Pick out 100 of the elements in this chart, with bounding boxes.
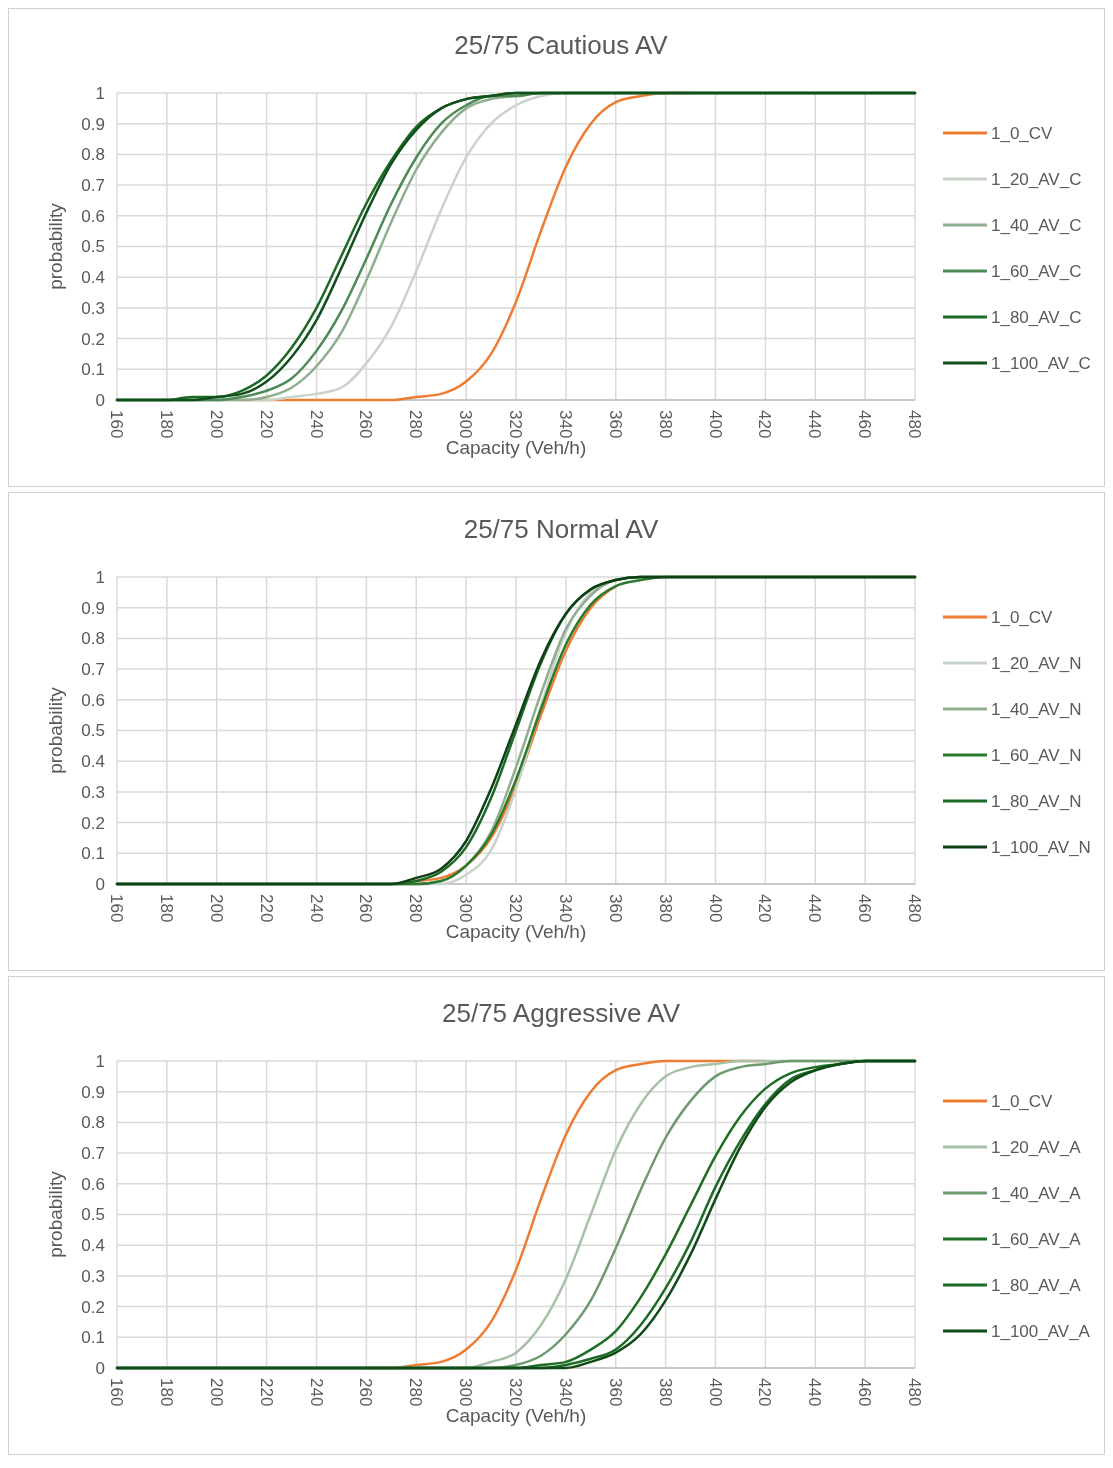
y-tick-label: 0.6 <box>81 206 105 226</box>
y-tick-label: 0 <box>95 874 105 894</box>
legend-label: 1_0_CV <box>991 1091 1054 1111</box>
legend-label: 1_60_AV_A <box>991 1229 1082 1249</box>
x-tick-label: 300 <box>456 894 476 923</box>
y-tick-label: 0.3 <box>81 298 105 318</box>
x-tick-label: 460 <box>855 1378 875 1407</box>
x-tick-label: 160 <box>107 894 127 923</box>
y-tick-label: 0.4 <box>81 268 105 288</box>
x-tick-label: 480 <box>905 894 925 923</box>
legend-label: 1_20_AV_C <box>991 169 1082 189</box>
x-tick-label: 260 <box>356 894 376 923</box>
y-tick-label: 0.8 <box>81 145 105 165</box>
legend-label: 1_40_AV_C <box>991 215 1082 235</box>
y-tick-label: 0 <box>95 390 105 410</box>
legend-label: 1_100_AV_C <box>991 353 1091 373</box>
x-tick-label: 240 <box>306 1378 326 1407</box>
y-tick-label: 1 <box>95 83 105 103</box>
x-tick-label: 220 <box>256 1378 276 1407</box>
x-tick-label: 200 <box>206 1378 226 1407</box>
y-tick-label: 0.7 <box>81 176 105 196</box>
x-tick-label: 240 <box>306 894 326 923</box>
x-tick-label: 480 <box>905 410 925 439</box>
y-tick-label: 0.8 <box>81 629 105 649</box>
x-tick-label: 400 <box>705 894 725 923</box>
x-tick-label: 320 <box>506 1378 526 1407</box>
x-tick-label: 460 <box>855 894 875 923</box>
x-tick-label: 360 <box>605 410 625 439</box>
x-tick-label: 380 <box>655 1378 675 1407</box>
y-tick-label: 0.6 <box>81 1174 105 1194</box>
x-tick-label: 260 <box>356 1378 376 1407</box>
x-tick-label: 280 <box>406 410 426 439</box>
y-tick-label: 0.2 <box>81 1297 105 1317</box>
y-tick-label: 1 <box>95 1051 105 1071</box>
legend-label: 1_80_AV_N <box>991 791 1082 811</box>
y-tick-label: 0.1 <box>81 844 105 864</box>
y-tick-label: 0.5 <box>81 721 105 741</box>
x-tick-label: 440 <box>805 1378 825 1407</box>
legend-label: 1_100_AV_A <box>991 1321 1091 1341</box>
y-tick-label: 0.2 <box>81 329 105 349</box>
y-axis-title: probability <box>45 1170 66 1258</box>
legend-label: 1_60_AV_C <box>991 261 1082 281</box>
x-tick-label: 200 <box>206 410 226 439</box>
chart-title: 25/75 Aggressive AV <box>441 998 681 1028</box>
x-tick-label: 400 <box>705 410 725 439</box>
y-tick-label: 0.9 <box>81 1082 105 1102</box>
legend-label: 1_20_AV_N <box>991 653 1082 673</box>
x-tick-label: 420 <box>755 894 775 923</box>
x-tick-label: 360 <box>605 894 625 923</box>
x-tick-label: 380 <box>655 410 675 439</box>
x-tick-label: 240 <box>306 410 326 439</box>
y-tick-label: 0.5 <box>81 1205 105 1225</box>
y-tick-label: 0.4 <box>81 752 105 772</box>
x-tick-label: 420 <box>755 410 775 439</box>
y-tick-label: 0.7 <box>81 660 105 680</box>
x-axis-title: Capacity (Veh/h) <box>445 921 587 942</box>
x-tick-label: 180 <box>156 1378 176 1407</box>
x-tick-label: 340 <box>555 410 575 439</box>
x-tick-label: 160 <box>107 1378 127 1407</box>
y-tick-label: 0.7 <box>81 1144 105 1164</box>
y-tick-label: 0.4 <box>81 1236 105 1256</box>
legend-label: 1_0_CV <box>991 123 1054 143</box>
y-tick-label: 0.8 <box>81 1113 105 1133</box>
x-tick-label: 160 <box>107 410 127 439</box>
x-axis-title: Capacity (Veh/h) <box>445 437 587 458</box>
x-tick-label: 420 <box>755 1378 775 1407</box>
x-tick-label: 220 <box>256 410 276 439</box>
x-tick-label: 260 <box>356 410 376 439</box>
y-tick-label: 1 <box>95 567 105 587</box>
x-tick-label: 200 <box>206 894 226 923</box>
x-tick-label: 300 <box>456 410 476 439</box>
x-tick-label: 300 <box>456 1378 476 1407</box>
x-tick-label: 340 <box>555 894 575 923</box>
x-tick-label: 460 <box>855 410 875 439</box>
x-tick-label: 400 <box>705 1378 725 1407</box>
legend-label: 1_40_AV_A <box>991 1183 1082 1203</box>
x-tick-label: 280 <box>406 894 426 923</box>
legend-label: 1_40_AV_N <box>991 699 1082 719</box>
y-tick-label: 0.2 <box>81 813 105 833</box>
legend-label: 1_80_AV_C <box>991 307 1082 327</box>
x-tick-label: 360 <box>605 1378 625 1407</box>
x-tick-label: 340 <box>555 1378 575 1407</box>
y-tick-label: 0 <box>95 1358 105 1378</box>
chart-title: 25/75 Cautious AV <box>454 30 669 60</box>
y-axis-title: probability <box>45 686 66 774</box>
y-tick-label: 0.6 <box>81 690 105 710</box>
legend-label: 1_100_AV_N <box>991 837 1091 857</box>
x-tick-label: 320 <box>506 894 526 923</box>
legend-label: 1_80_AV_A <box>991 1275 1082 1295</box>
y-tick-label: 0.1 <box>81 360 105 380</box>
legend-label: 1_60_AV_N <box>991 745 1082 765</box>
legend-label: 1_20_AV_A <box>991 1137 1082 1157</box>
y-tick-label: 0.3 <box>81 782 105 802</box>
chart-title: 25/75 Normal AV <box>463 514 659 544</box>
x-tick-label: 280 <box>406 1378 426 1407</box>
legend-label: 1_0_CV <box>991 607 1054 627</box>
y-tick-label: 0.9 <box>81 114 105 134</box>
x-axis-title: Capacity (Veh/h) <box>445 1405 587 1426</box>
x-tick-label: 180 <box>156 410 176 439</box>
x-tick-label: 380 <box>655 894 675 923</box>
